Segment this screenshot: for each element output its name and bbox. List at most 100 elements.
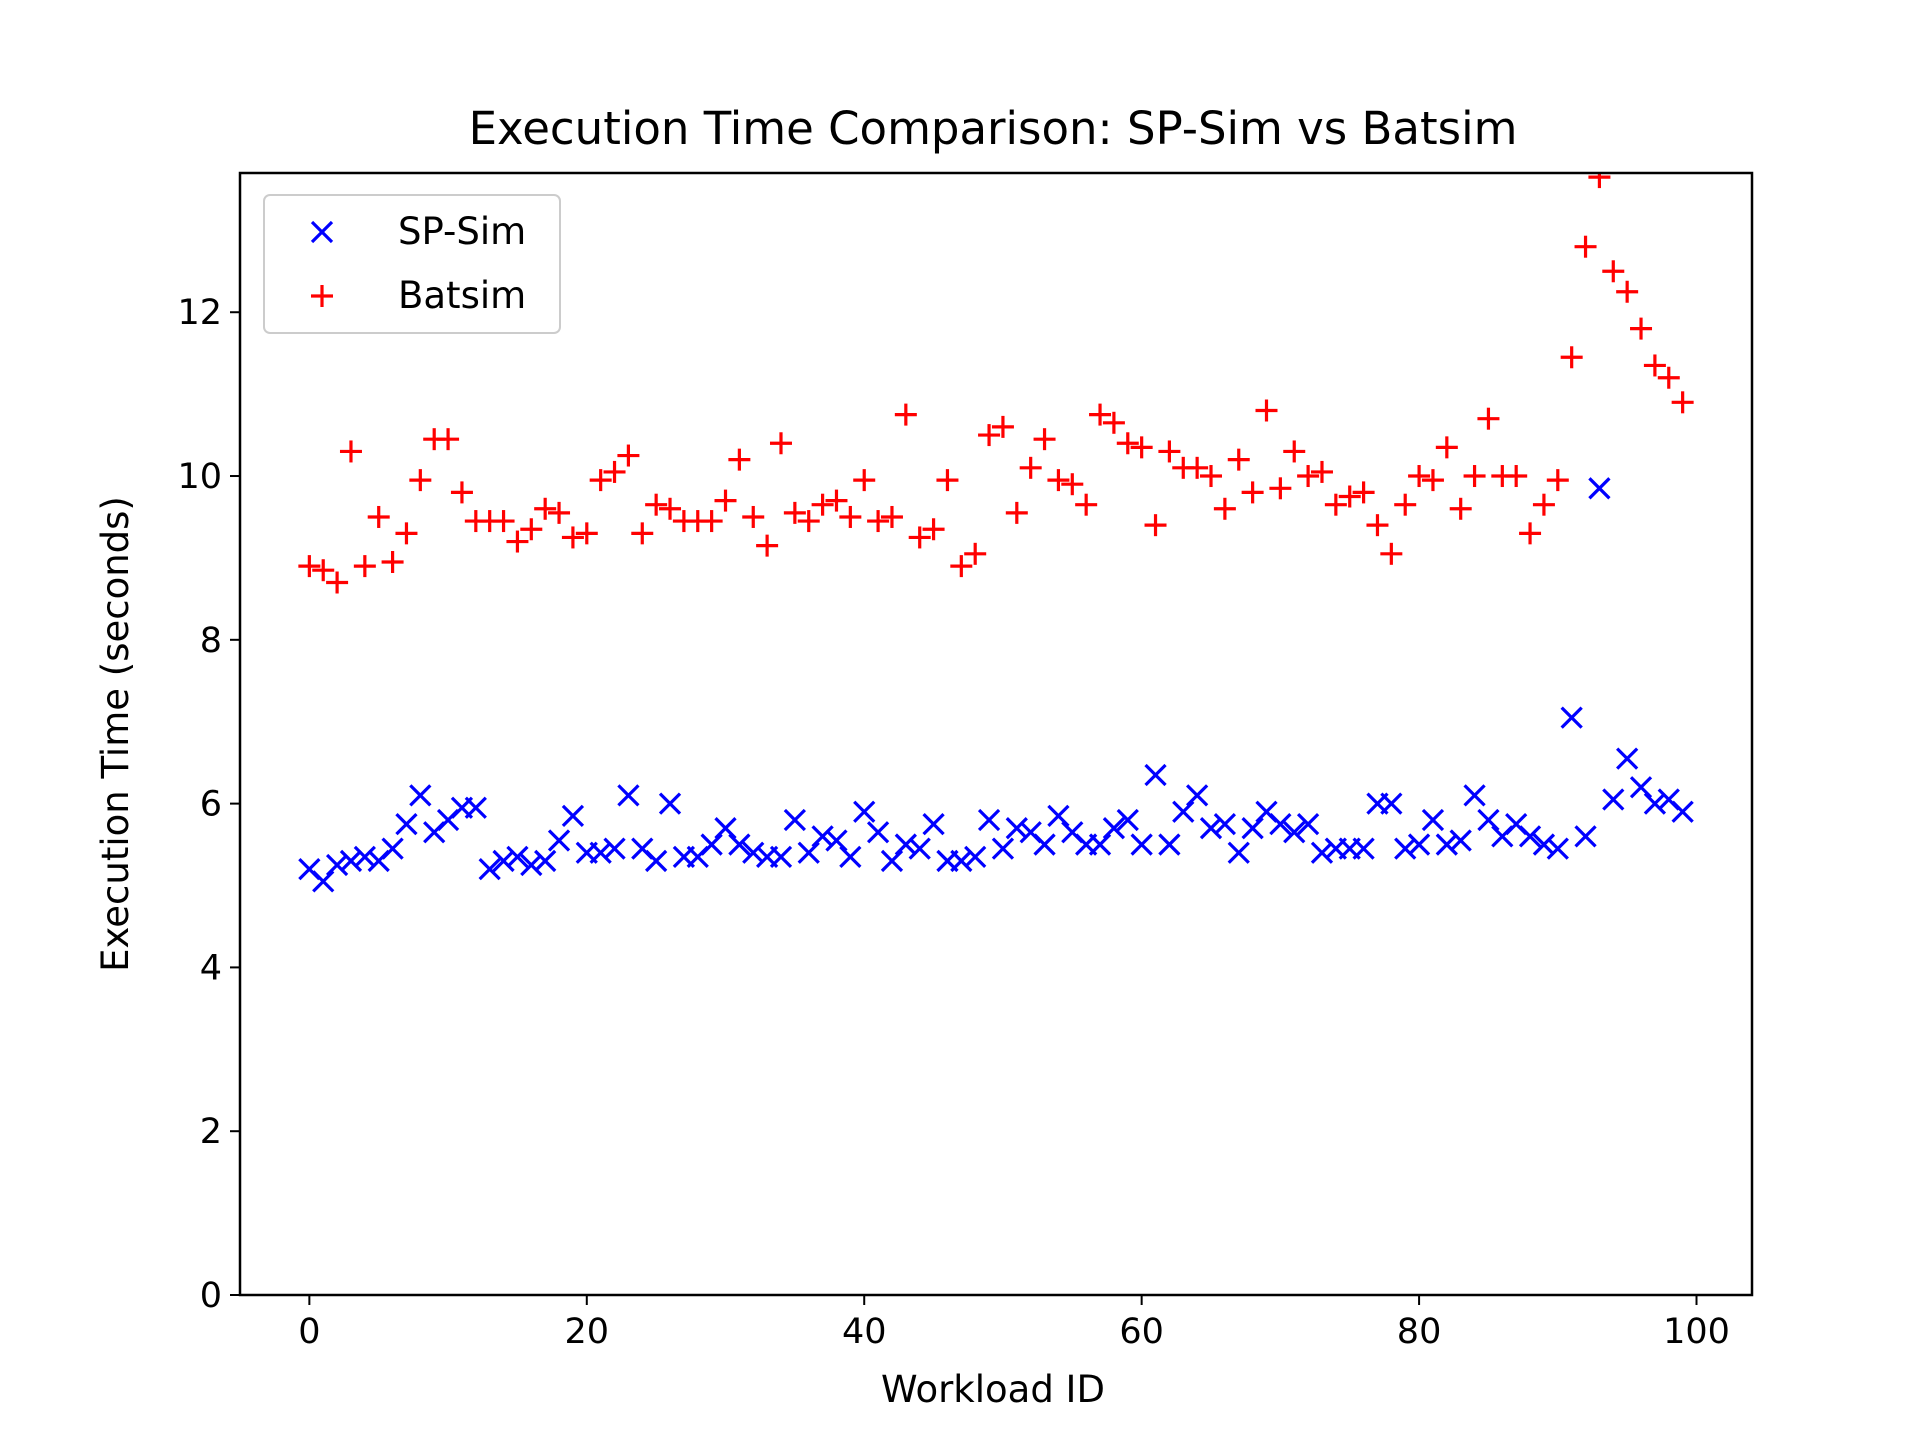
- point-sp-sim: [1435, 833, 1458, 856]
- point-sp-sim: [534, 849, 557, 873]
- point-batsim: [1075, 493, 1098, 516]
- point-batsim: [908, 526, 931, 549]
- point-sp-sim: [853, 800, 876, 823]
- point-batsim: [603, 460, 626, 483]
- point-sp-sim: [561, 804, 585, 828]
- point-sp-sim: [894, 833, 917, 856]
- point-sp-sim: [1269, 812, 1292, 836]
- legend-plus-icon: [311, 285, 333, 307]
- point-sp-sim: [312, 870, 335, 893]
- point-batsim: [1366, 514, 1389, 537]
- marks-layer: [298, 173, 1694, 893]
- point-sp-sim: [1407, 833, 1431, 856]
- y-tick-label: 2: [200, 1112, 222, 1152]
- point-sp-sim: [478, 858, 501, 881]
- point-batsim: [450, 481, 473, 504]
- point-batsim: [1463, 465, 1486, 488]
- point-sp-sim: [464, 796, 487, 819]
- point-batsim: [756, 534, 779, 557]
- point-sp-sim: [783, 808, 806, 832]
- point-batsim: [964, 542, 987, 565]
- point-batsim: [894, 403, 917, 426]
- point-sp-sim: [1144, 763, 1167, 787]
- point-batsim: [1144, 514, 1167, 537]
- point-sp-sim: [1671, 800, 1694, 823]
- point-sp-sim: [1477, 808, 1500, 832]
- point-sp-sim: [1047, 804, 1070, 828]
- point-batsim: [1588, 173, 1611, 189]
- plot-frame: [238, 171, 1754, 1297]
- point-sp-sim: [1588, 477, 1611, 500]
- point-batsim: [950, 555, 973, 578]
- point-batsim: [367, 505, 390, 528]
- point-sp-sim: [991, 837, 1015, 860]
- point-batsim: [1019, 456, 1042, 479]
- point-batsim: [561, 526, 584, 549]
- point-sp-sim: [1421, 808, 1445, 832]
- point-batsim: [1227, 448, 1250, 471]
- point-batsim: [1657, 366, 1680, 389]
- y-tick-label: 8: [200, 621, 222, 661]
- point-batsim: [978, 424, 1001, 447]
- point-sp-sim: [1394, 837, 1417, 860]
- point-sp-sim: [1629, 776, 1653, 799]
- point-batsim: [575, 522, 598, 545]
- point-batsim: [1047, 469, 1070, 492]
- point-batsim: [1380, 542, 1403, 565]
- point-sp-sim: [1643, 792, 1667, 815]
- point-batsim: [825, 489, 848, 512]
- series-sp-sim: [298, 477, 1694, 893]
- point-batsim: [1671, 391, 1694, 414]
- point-batsim: [492, 510, 515, 533]
- point-sp-sim: [1172, 800, 1195, 823]
- point-sp-sim: [1005, 817, 1028, 840]
- point-batsim: [783, 501, 806, 524]
- point-sp-sim: [769, 845, 793, 868]
- point-batsim: [1546, 469, 1569, 492]
- point-batsim: [1394, 493, 1417, 516]
- x-tick-label: 100: [1663, 1312, 1730, 1352]
- point-batsim: [1269, 477, 1292, 500]
- point-batsim: [1283, 440, 1306, 463]
- point-sp-sim: [1602, 788, 1625, 811]
- point-batsim: [1186, 456, 1209, 479]
- x-tick-label: 80: [1397, 1312, 1442, 1352]
- point-batsim: [936, 469, 959, 492]
- point-sp-sim: [1116, 808, 1139, 832]
- point-sp-sim: [839, 845, 862, 868]
- point-batsim: [645, 493, 668, 516]
- point-sp-sim: [1033, 833, 1056, 856]
- point-sp-sim: [1352, 837, 1375, 860]
- point-sp-sim: [1380, 792, 1403, 815]
- point-sp-sim: [658, 792, 682, 815]
- point-batsim: [617, 444, 640, 467]
- point-batsim: [1643, 354, 1666, 377]
- point-batsim: [811, 493, 834, 516]
- point-sp-sim: [1546, 837, 1569, 860]
- point-sp-sim: [742, 841, 765, 864]
- point-batsim: [381, 551, 404, 574]
- point-batsim: [1477, 407, 1500, 430]
- y-tick-label: 6: [200, 785, 222, 825]
- point-batsim: [1255, 399, 1278, 422]
- point-batsim: [1338, 485, 1361, 508]
- point-batsim: [1089, 403, 1112, 426]
- point-batsim: [631, 522, 654, 545]
- y-tick-label: 10: [177, 457, 222, 497]
- point-batsim: [742, 505, 765, 528]
- legend-marker-batsim: [311, 285, 333, 307]
- point-batsim: [728, 448, 751, 471]
- point-sp-sim: [728, 833, 751, 856]
- point-sp-sim: [492, 849, 515, 873]
- point-batsim: [714, 489, 737, 512]
- legend-label-batsim: Batsim: [398, 274, 526, 317]
- point-sp-sim: [381, 837, 404, 860]
- point-batsim: [1630, 317, 1653, 340]
- point-sp-sim: [964, 845, 987, 868]
- point-batsim: [1574, 235, 1597, 258]
- point-batsim: [1408, 465, 1431, 488]
- x-tick-label: 20: [565, 1312, 610, 1352]
- point-sp-sim: [825, 829, 848, 852]
- point-sp-sim: [700, 833, 723, 856]
- point-sp-sim: [1532, 833, 1556, 856]
